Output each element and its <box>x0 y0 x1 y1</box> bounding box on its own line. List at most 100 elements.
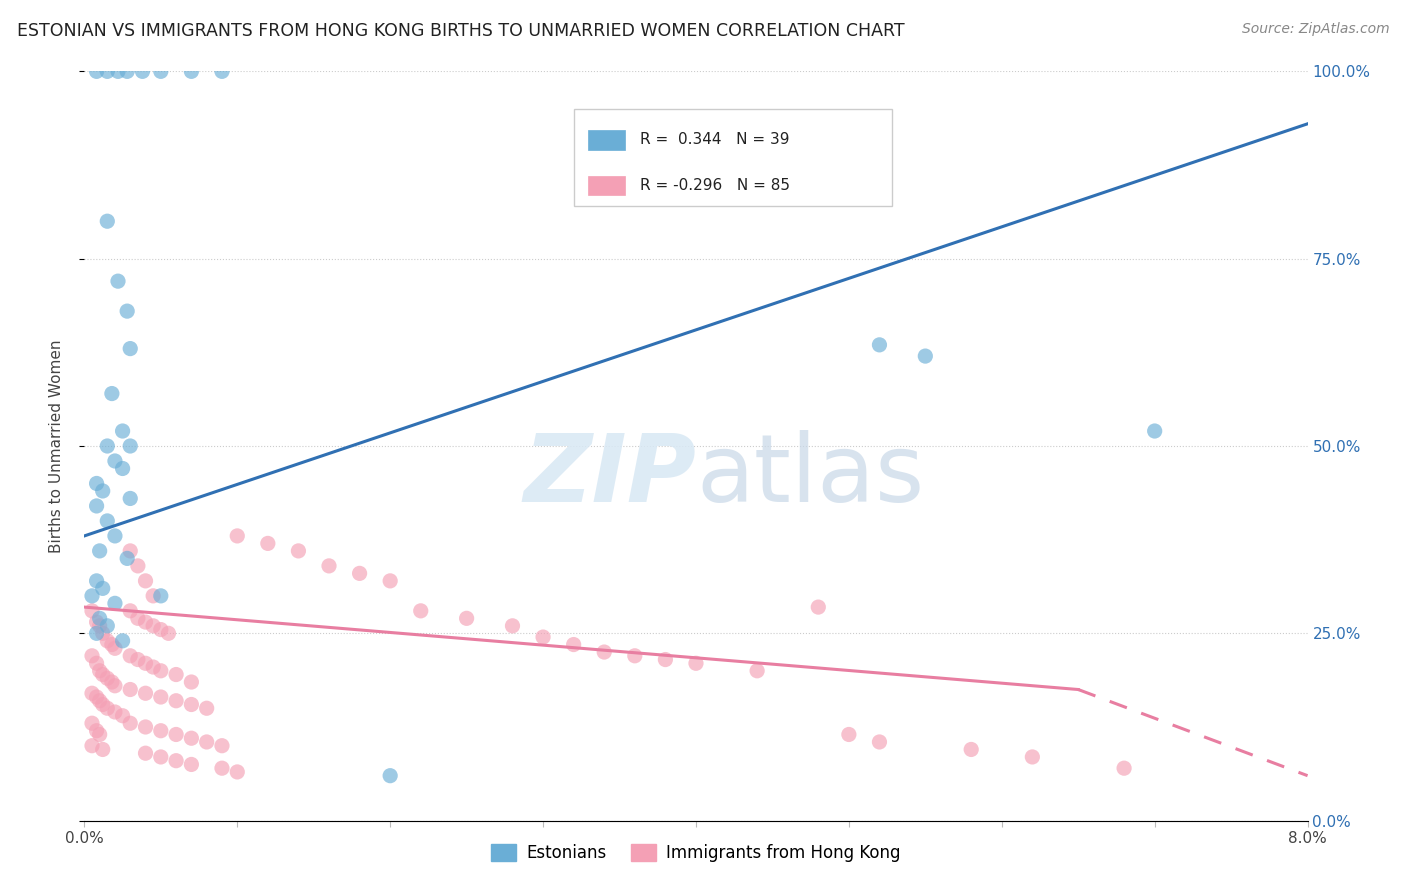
Point <box>111 461 134 475</box>
Point <box>86 690 108 704</box>
Point <box>127 558 149 573</box>
Point <box>120 342 142 356</box>
Point <box>149 723 172 738</box>
Point <box>80 716 103 731</box>
Point <box>91 742 114 756</box>
Point <box>149 589 172 603</box>
Point <box>89 664 111 678</box>
Point <box>96 64 118 78</box>
Y-axis label: Births to Unmarried Women: Births to Unmarried Women <box>49 339 63 553</box>
Point <box>86 657 108 671</box>
Point <box>149 664 172 678</box>
Point <box>149 750 172 764</box>
Point <box>180 731 202 746</box>
Point <box>96 671 118 685</box>
Point <box>127 652 149 666</box>
FancyBboxPatch shape <box>588 177 626 195</box>
Point <box>91 626 114 640</box>
Point <box>107 274 129 288</box>
Point <box>195 735 218 749</box>
Text: atlas: atlas <box>696 430 924 522</box>
Point <box>101 675 124 690</box>
Point <box>96 514 118 528</box>
Point <box>96 701 118 715</box>
FancyBboxPatch shape <box>588 130 626 150</box>
Point <box>135 720 157 734</box>
Point <box>318 558 340 573</box>
Point <box>89 694 111 708</box>
Point <box>380 769 402 783</box>
Point <box>86 574 108 588</box>
Point <box>654 652 676 666</box>
Point <box>869 735 891 749</box>
Point <box>502 619 524 633</box>
Point <box>104 705 127 719</box>
Point <box>96 214 118 228</box>
Point <box>101 386 124 401</box>
Point <box>120 439 142 453</box>
Text: R = -0.296   N = 85: R = -0.296 N = 85 <box>640 178 790 194</box>
Point <box>80 648 103 663</box>
Point <box>960 742 983 756</box>
Point <box>91 698 114 712</box>
Point <box>211 761 233 775</box>
Point <box>195 701 218 715</box>
Point <box>120 716 142 731</box>
Point <box>91 483 114 498</box>
Point <box>86 626 108 640</box>
Point <box>180 757 202 772</box>
Point <box>80 739 103 753</box>
Point <box>104 679 127 693</box>
Legend: Estonians, Immigrants from Hong Kong: Estonians, Immigrants from Hong Kong <box>485 837 907 869</box>
Point <box>131 64 153 78</box>
Point <box>165 727 187 741</box>
Point <box>149 64 172 78</box>
Point <box>111 633 134 648</box>
Point <box>80 686 103 700</box>
Point <box>104 596 127 610</box>
Point <box>89 611 111 625</box>
Point <box>349 566 371 581</box>
Point <box>101 638 124 652</box>
Point <box>562 638 585 652</box>
Point <box>120 491 142 506</box>
Point <box>142 619 165 633</box>
Text: Source: ZipAtlas.com: Source: ZipAtlas.com <box>1241 22 1389 37</box>
Point <box>86 476 108 491</box>
Point <box>180 675 202 690</box>
Point <box>624 648 647 663</box>
Point <box>149 623 172 637</box>
Point <box>165 667 187 681</box>
Point <box>120 648 142 663</box>
Point <box>104 529 127 543</box>
Point <box>531 630 554 644</box>
Point <box>149 690 172 704</box>
Point <box>380 574 402 588</box>
Point <box>107 64 129 78</box>
Text: ESTONIAN VS IMMIGRANTS FROM HONG KONG BIRTHS TO UNMARRIED WOMEN CORRELATION CHAR: ESTONIAN VS IMMIGRANTS FROM HONG KONG BI… <box>17 22 904 40</box>
Point <box>135 574 157 588</box>
Text: R =  0.344   N = 39: R = 0.344 N = 39 <box>640 132 789 147</box>
Point <box>135 657 157 671</box>
Point <box>115 64 138 78</box>
Point <box>120 682 142 697</box>
Point <box>211 64 233 78</box>
Point <box>747 664 769 678</box>
Point <box>89 727 111 741</box>
Point <box>96 439 118 453</box>
Point <box>807 600 830 615</box>
FancyBboxPatch shape <box>574 109 891 206</box>
Point <box>257 536 280 550</box>
Point <box>111 424 134 438</box>
Point <box>287 544 309 558</box>
Point <box>165 754 187 768</box>
Point <box>104 454 127 468</box>
Point <box>80 604 103 618</box>
Point <box>135 746 157 760</box>
Point <box>91 667 114 681</box>
Point <box>115 551 138 566</box>
Point <box>89 619 111 633</box>
Point <box>135 686 157 700</box>
Point <box>135 615 157 629</box>
Point <box>593 645 616 659</box>
